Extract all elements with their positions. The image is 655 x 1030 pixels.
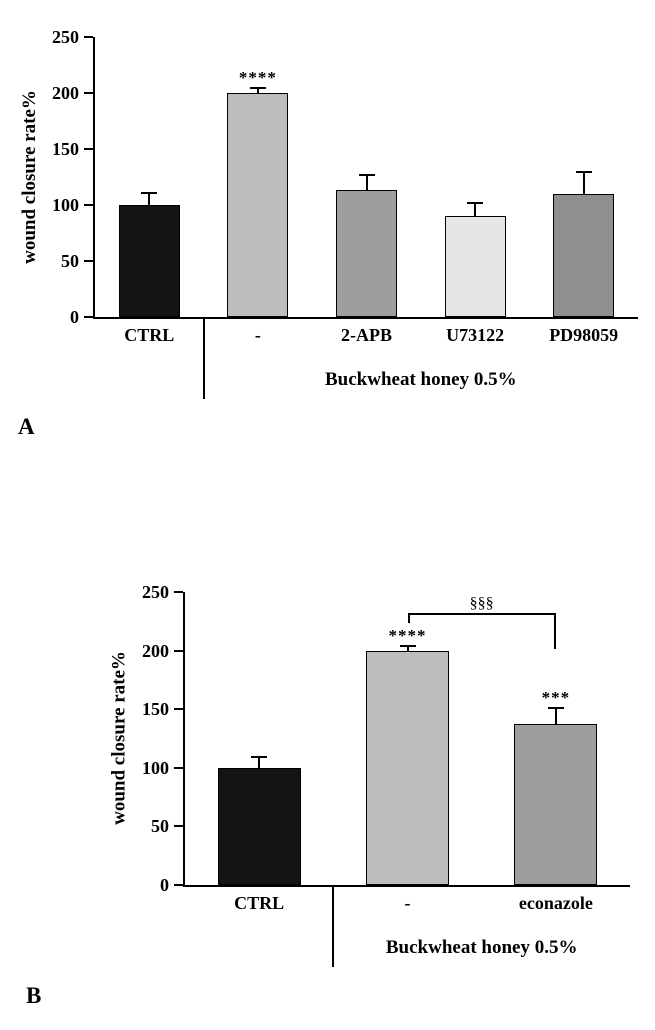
y-tick-mark xyxy=(174,766,183,769)
panel-letter-a: A xyxy=(18,414,35,439)
y-tick-mark xyxy=(84,316,93,318)
y-tick-mark xyxy=(174,884,183,886)
y-tick-label: 50 xyxy=(61,251,79,271)
x-category-label: CTRL xyxy=(124,325,175,345)
group-divider-line xyxy=(332,885,335,967)
y-axis-label: wound closure rate% xyxy=(108,651,130,825)
x-category-label: econazole xyxy=(518,893,593,913)
y-tick-mark xyxy=(84,92,93,94)
y-tick-label: 100 xyxy=(52,195,79,215)
bar xyxy=(336,190,397,317)
y-axis-label: wound closure rate% xyxy=(19,90,40,264)
panel-letter-b: B xyxy=(26,983,42,1008)
x-axis-line xyxy=(93,317,638,319)
x-category-label: PD98059 xyxy=(549,325,619,345)
group-label: Buckwheat honey 0.5% xyxy=(324,369,517,390)
error-bar xyxy=(256,88,259,93)
error-bar-cap xyxy=(399,645,416,648)
group-divider-line xyxy=(202,317,205,399)
error-bar xyxy=(474,203,477,217)
error-bar-cap xyxy=(251,756,268,759)
significance-marker: **** xyxy=(388,626,427,646)
significance-marker: *** xyxy=(541,688,571,708)
y-tick-mark xyxy=(174,649,183,652)
bar xyxy=(227,93,289,317)
y-tick-mark xyxy=(174,708,183,711)
x-category-label: - xyxy=(404,893,411,913)
y-tick-label: 150 xyxy=(52,139,79,159)
y-tick-label: 250 xyxy=(142,582,169,602)
error-bar xyxy=(148,193,151,205)
error-bar-cap xyxy=(467,201,484,204)
y-tick-label: 150 xyxy=(142,699,169,720)
group-label: Buckwheat honey 0.5% xyxy=(385,937,578,958)
bar xyxy=(118,205,180,317)
y-tick-mark xyxy=(174,825,183,828)
error-bar-cap xyxy=(575,170,592,173)
y-axis-line xyxy=(93,37,95,319)
plot-area-panel-b: 0 50 100 150 200 250 CTRL **** - *** econazole Buck… xyxy=(142,582,630,967)
x-axis-line xyxy=(183,885,630,887)
bar xyxy=(514,724,598,885)
x-category-label: U73122 xyxy=(446,325,505,345)
bar xyxy=(553,193,615,317)
y-tick-mark xyxy=(84,148,93,150)
error-bar xyxy=(582,172,585,194)
comparison-bracket-left-drop xyxy=(407,615,410,624)
y-tick-mark xyxy=(174,591,183,593)
y-tick-label: 100 xyxy=(142,757,169,778)
significance-marker: **** xyxy=(238,67,277,87)
error-bar xyxy=(258,758,261,768)
y-tick-label: 200 xyxy=(142,640,169,661)
y-tick-label: 0 xyxy=(160,875,169,895)
error-bar xyxy=(554,709,557,725)
bar xyxy=(217,767,301,885)
y-axis-line xyxy=(183,592,185,887)
y-tick-label: 250 xyxy=(52,27,79,47)
bar xyxy=(444,216,506,317)
error-bar-cap xyxy=(141,191,158,194)
error-bar-cap xyxy=(358,173,375,176)
comparison-bracket-line xyxy=(407,613,556,616)
bar xyxy=(365,650,450,885)
error-bar-cap xyxy=(547,707,564,710)
y-tick-label: 50 xyxy=(151,816,169,837)
y-tick-label: 200 xyxy=(52,83,79,103)
x-category-label: CTRL xyxy=(234,893,285,913)
y-tick-mark xyxy=(84,36,93,38)
error-bar-cap xyxy=(249,86,266,89)
comparison-label: §§§ xyxy=(469,595,494,613)
error-bar xyxy=(406,647,409,651)
y-tick-mark xyxy=(84,260,93,262)
y-tick-mark xyxy=(84,204,93,206)
x-category-label: - xyxy=(254,325,261,345)
x-category-label: 2-APB xyxy=(341,325,392,345)
comparison-bracket-right-drop xyxy=(553,615,556,650)
error-bar xyxy=(365,175,368,191)
plot-area-panel-a: 0 50 100 150 200 250 CTRL **** - 2-APB U73122 PD980… xyxy=(52,27,638,399)
y-tick-label: 0 xyxy=(70,307,79,327)
